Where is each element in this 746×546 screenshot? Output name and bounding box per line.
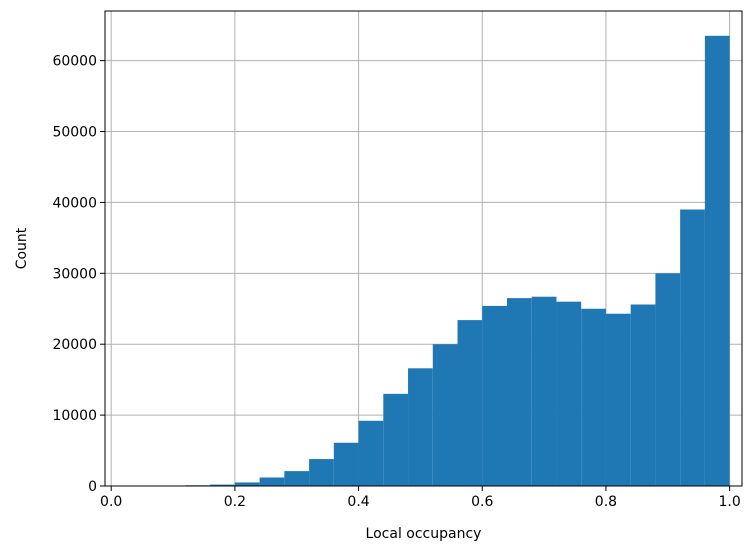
y-tick-label: 60000 — [52, 54, 97, 70]
x-tick-label: 1.0 — [718, 494, 740, 510]
y-tick-label: 30000 — [52, 266, 97, 282]
histogram-bar — [606, 314, 631, 486]
histogram-bar — [260, 477, 285, 486]
histogram-bar — [532, 297, 557, 486]
y-tick-label: 0 — [88, 479, 97, 495]
histogram-bar — [383, 394, 408, 486]
y-axis-ticks: 0 10000 20000 30000 40000 50000 60000 — [52, 54, 105, 495]
x-tick-label: 0.6 — [471, 494, 493, 510]
y-tick-label: 40000 — [52, 195, 97, 211]
histogram-bar — [359, 421, 384, 486]
histogram-bars — [185, 36, 729, 486]
x-tick-label: 0.0 — [100, 494, 122, 510]
y-tick-label: 10000 — [52, 408, 97, 424]
histogram-bar — [334, 443, 359, 486]
histogram-bar — [581, 309, 606, 486]
y-tick-label: 50000 — [52, 125, 97, 141]
histogram-bar — [631, 305, 656, 486]
histogram-bar — [482, 306, 507, 486]
x-tick-label: 0.2 — [224, 494, 246, 510]
histogram-bar — [458, 320, 483, 486]
histogram-bar — [705, 36, 730, 486]
histogram-bar — [235, 482, 260, 486]
y-axis-label: Count — [14, 227, 30, 269]
histogram-bar — [680, 210, 705, 486]
histogram-bar — [408, 368, 433, 486]
y-tick-label: 20000 — [52, 337, 97, 353]
x-tick-label: 0.8 — [595, 494, 617, 510]
histogram-bar — [433, 344, 458, 486]
histogram-bar — [556, 302, 581, 486]
histogram-bar — [655, 273, 680, 486]
x-tick-label: 0.4 — [347, 494, 369, 510]
histogram-bar — [507, 298, 532, 486]
x-axis-ticks: 0.0 0.2 0.4 0.6 0.8 1.0 — [100, 486, 741, 510]
histogram-bar — [284, 471, 309, 486]
x-axis-label: Local occupancy — [366, 526, 482, 542]
histogram-bar — [309, 459, 334, 486]
